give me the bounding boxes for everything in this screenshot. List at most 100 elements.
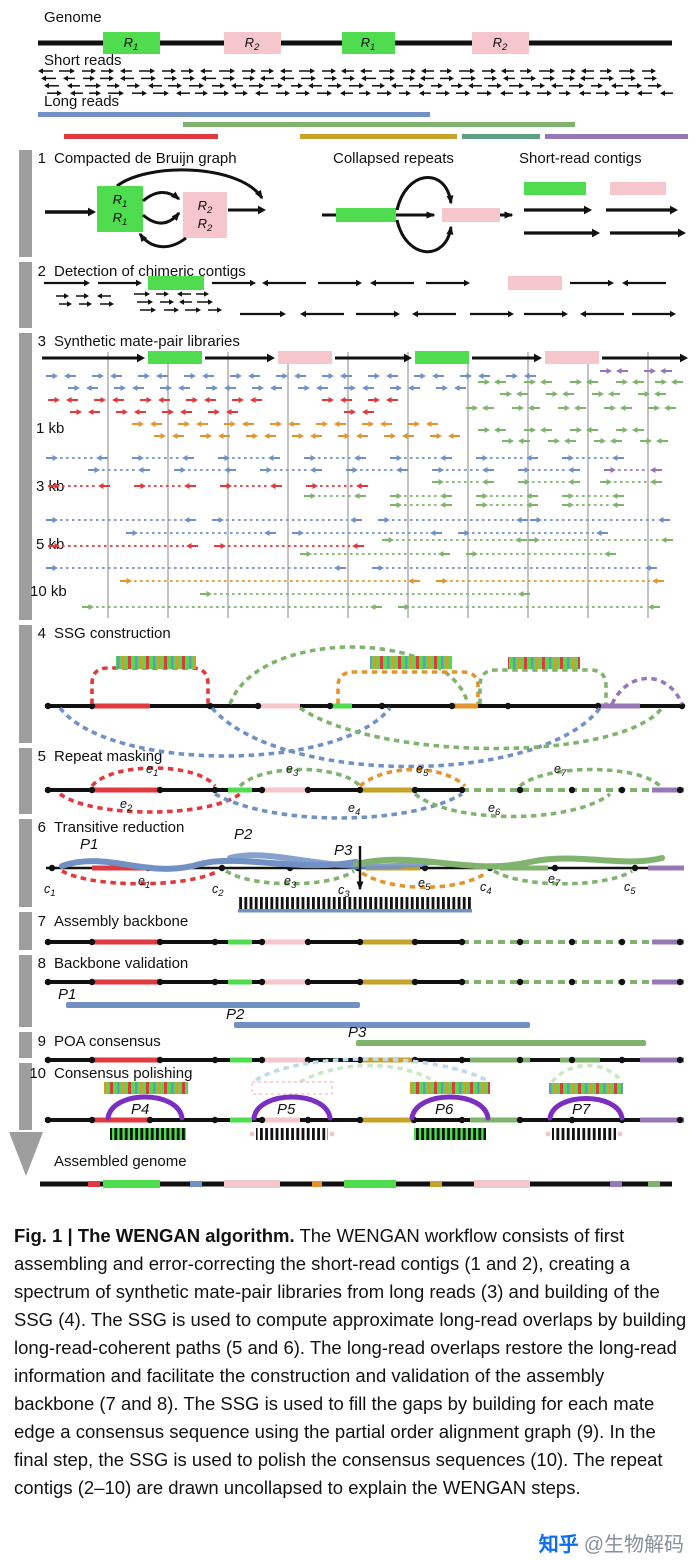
watermark: 知乎 @生物解码 — [539, 1528, 684, 1557]
repeat-r2-box — [472, 32, 529, 54]
step-number-5: 5 — [38, 748, 46, 765]
repeat-r1-box — [103, 32, 160, 54]
step-labels: 1 Compacted de Bruijn graph Collapsed re… — [29, 150, 641, 1170]
striped-contig-box — [116, 656, 196, 669]
step-number-7: 7 — [38, 913, 46, 930]
step5-graphics: e1 e2 e3 e4 e5 e6 e7 — [44, 762, 684, 820]
pileup-endpoint — [617, 1131, 623, 1137]
step-number-6: 6 — [38, 819, 46, 836]
path-label-p6: P6 — [435, 1101, 454, 1118]
step6-graphics: P1 P2 P3 c1 c2 c3 c4 c5 e1 e3 e5 e7 — [44, 826, 684, 913]
step-number-3: 3 — [38, 333, 46, 350]
assembled-genome-line — [40, 1180, 672, 1188]
step-number-2: 2 — [38, 263, 46, 280]
polished-contig-box — [549, 1083, 623, 1094]
edge-label-e4: e4 — [348, 801, 360, 818]
assembled-genome-graphics — [40, 1180, 672, 1188]
polished-contig-box — [104, 1082, 188, 1094]
validation-bar-p2 — [234, 1022, 530, 1028]
alignment-pileup-bar — [238, 897, 472, 909]
caption-body: The WENGAN workflow consists of first as… — [14, 1225, 687, 1498]
edge-label-e5: e5 — [416, 762, 429, 779]
polish-pileup-bar — [256, 1128, 328, 1140]
step3-green-box — [148, 351, 202, 364]
step-number-1: 1 — [38, 150, 46, 167]
consensus-arc-p5 — [251, 1094, 333, 1121]
step3-green-box — [415, 351, 469, 364]
validation-backbone-line — [44, 978, 684, 986]
long-reads-bars — [38, 112, 688, 139]
long-read-bar — [462, 134, 540, 139]
step10-graphics: P4 P5 P6 P7 — [44, 1057, 684, 1140]
path-label-p2: P2 — [234, 826, 253, 843]
genome-label: Genome — [44, 9, 102, 26]
node-label-r1: R1 — [113, 192, 128, 210]
debruijn-node-r2 — [183, 192, 227, 238]
long-read-bar — [38, 112, 430, 117]
edge-label-e1: e1 — [146, 762, 158, 779]
step3-contig-arrows — [42, 353, 688, 363]
step3-title: Synthetic mate-pair libraries — [54, 333, 240, 350]
step2-graphics — [44, 276, 676, 318]
edge-label-e7: e7 — [548, 872, 561, 889]
edge-label-e6: e6 — [488, 801, 501, 818]
step8-title: Backbone validation — [54, 955, 188, 972]
long-read-bar — [64, 134, 218, 139]
header-genome: Genome R1 R2 R1 R2 Short reads Long read… — [38, 9, 688, 139]
repeat-r2-box — [224, 32, 281, 54]
step4-title: SSG construction — [54, 625, 171, 642]
contig-label-c2: c2 — [212, 882, 224, 899]
path-label-p5: P5 — [277, 1101, 296, 1118]
polish-pileup-bar — [110, 1128, 186, 1140]
step-number-8: 8 — [38, 955, 46, 972]
step7-graphics — [44, 938, 684, 946]
long-reads-label: Long reads — [44, 93, 119, 110]
step1-graphics: R1 R1 R2 R2 — [45, 168, 686, 254]
consensus-arc-p4 — [105, 1094, 185, 1121]
path-label-p1: P1 — [80, 836, 98, 853]
step5-title: Repeat masking — [54, 748, 162, 765]
figure-caption: Fig. 1 | The WENGAN algorithm. The WENGA… — [14, 1222, 688, 1502]
polish-pileup-bar — [552, 1128, 616, 1140]
edge-label-e1: e1 — [138, 874, 150, 891]
node-label-r2: R2 — [198, 198, 213, 216]
polished-contig-box — [410, 1082, 490, 1094]
step9-title: POA consensus — [54, 1033, 161, 1050]
polish-pileup-bar — [414, 1128, 486, 1140]
workflow-arrowhead — [9, 1132, 43, 1176]
path-p3-curve — [353, 855, 665, 870]
validation-bar-p1 — [66, 1002, 360, 1008]
validation-bar-p3 — [356, 1040, 646, 1046]
step4-graphics — [44, 645, 686, 769]
contig-label-c5: c5 — [624, 880, 636, 897]
repeat-label-r1: R1 — [124, 35, 139, 53]
step1-title-contigs: Short-read contigs — [519, 150, 642, 167]
edge-label-e2: e2 — [120, 797, 133, 814]
step8-graphics: P1 P2 P3 — [44, 978, 684, 1046]
step3-pink-box — [278, 351, 332, 364]
step1-arrows — [45, 205, 686, 238]
path-label-p3: P3 — [334, 842, 353, 859]
pileup-endpoint — [545, 1131, 551, 1137]
assembled-genome-label: Assembled genome — [54, 1153, 187, 1170]
consensus-arc-p6 — [409, 1094, 491, 1121]
step3-graphics — [42, 351, 688, 618]
edge-label-e7: e7 — [554, 762, 567, 779]
step-number-10: 10 — [29, 1065, 46, 1082]
step10-title: Consensus polishing — [54, 1065, 192, 1082]
repeat-label-r2: R2 — [493, 35, 508, 53]
pileup-endpoint — [249, 1131, 255, 1137]
chimeric-pink-contig — [508, 276, 562, 290]
pileup-endpoint — [329, 1131, 335, 1137]
step7-title: Assembly backbone — [54, 913, 188, 930]
repeat-label-r2: R2 — [245, 35, 260, 53]
edge-label-e5: e5 — [418, 876, 431, 893]
assembly-backbone-line — [44, 938, 684, 946]
node-label-r1: R1 — [113, 210, 128, 228]
step2-title: Detection of chimeric contigs — [54, 263, 246, 280]
step-number-9: 9 — [38, 1033, 46, 1050]
library-label-1kb: 1 kb — [36, 420, 64, 437]
collapsed-green-segment — [336, 208, 396, 222]
step2-read-arrows — [44, 279, 676, 318]
